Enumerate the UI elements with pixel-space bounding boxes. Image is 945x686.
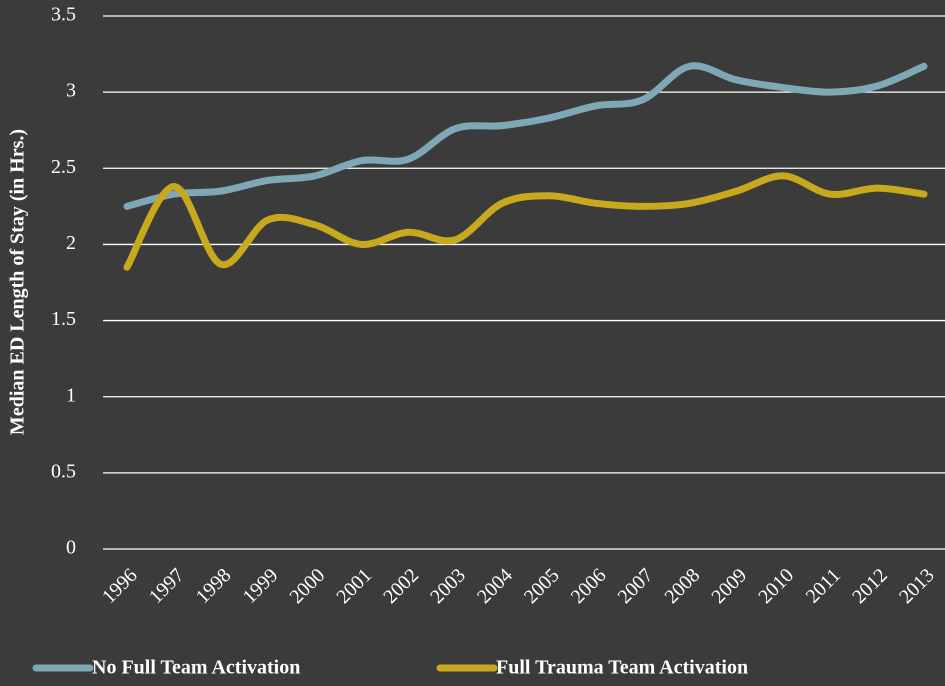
y-tick-label: 0.5 <box>51 460 76 482</box>
series-line <box>123 172 928 271</box>
y-axis-title: Median ED Length of Stay (in Hrs.) <box>7 129 29 435</box>
y-tick-label: 1 <box>66 384 76 406</box>
y-tick-label: 2 <box>66 232 76 254</box>
y-tick-label: 1.5 <box>51 308 76 330</box>
y-tick-label: 3 <box>66 80 76 102</box>
y-tick-label: 2.5 <box>51 156 76 178</box>
y-tick-label: 3.5 <box>51 4 76 26</box>
legend-label: Full Trauma Team Activation <box>496 657 748 679</box>
legend-label: No Full Team Activation <box>92 657 300 679</box>
series-line <box>123 62 928 210</box>
y-tick-label: 0 <box>66 537 76 559</box>
